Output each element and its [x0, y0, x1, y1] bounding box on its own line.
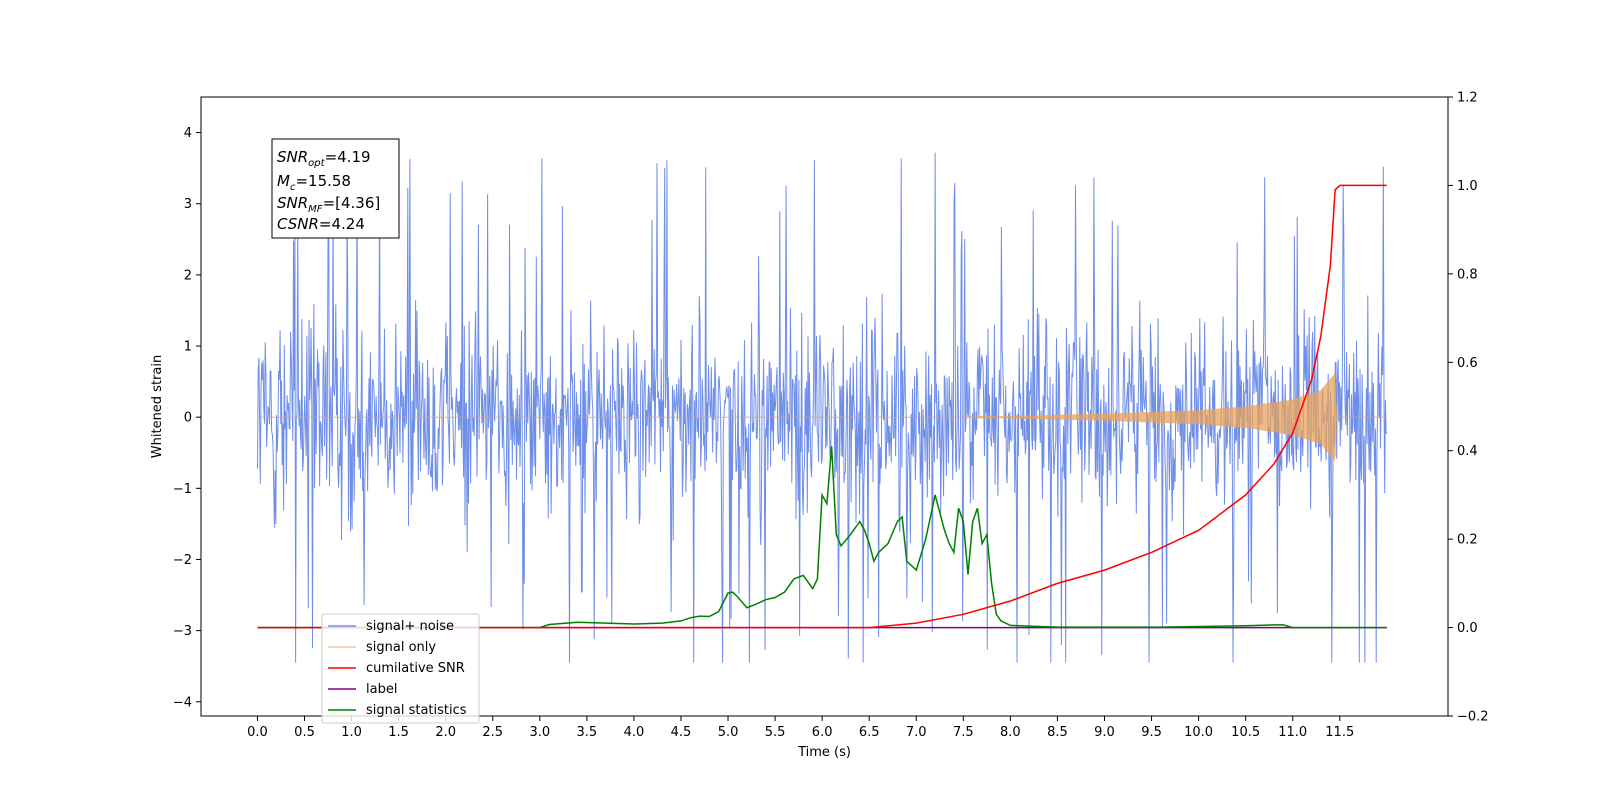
- x-tick-label: 4.5: [671, 725, 692, 740]
- y-tick-label: −2: [173, 553, 192, 568]
- y2-tick-label: 1.0: [1457, 179, 1478, 194]
- y2-tick-label: 0.0: [1457, 621, 1478, 636]
- y-tick-label: 4: [184, 126, 192, 141]
- x-tick-label: 0.0: [247, 725, 268, 740]
- x-tick-label: 7.0: [906, 725, 927, 740]
- y-tick-label: 1: [184, 340, 192, 355]
- x-tick-label: 10.5: [1231, 725, 1260, 740]
- y-tick-label: 3: [184, 197, 192, 212]
- y-tick-label: −1: [173, 482, 192, 497]
- x-tick-label: 1.5: [388, 725, 409, 740]
- x-tick-label: 3.5: [577, 725, 598, 740]
- y2-tick-label: 0.8: [1457, 267, 1478, 282]
- series-signal-only: [257, 373, 1387, 461]
- y-tick-label: 0: [184, 411, 192, 426]
- x-tick-label: 2.5: [482, 725, 503, 740]
- annotation-mc: Mc=15.58: [277, 172, 351, 193]
- x-tick-label: 6.0: [812, 725, 833, 740]
- axis-layer: 0.0 0.5 1.0 1.5 2.0 2.5 3.0 3.5 4.0 4.5 5.0 5.5 6.0 6…: [173, 91, 1489, 741]
- y-tick-label: −4: [173, 695, 192, 710]
- y2-tick-label: −0.2: [1457, 710, 1489, 725]
- x-tick-label: 2.0: [435, 725, 456, 740]
- x-axis-label: Time (s): [797, 745, 851, 760]
- series-signal-statistics: [257, 446, 1387, 629]
- series-cumulative-snr: [257, 184, 1387, 629]
- y2-tick-label: 0.2: [1457, 533, 1478, 548]
- plot-frame: [200, 96, 1449, 717]
- y-tick-label: 2: [184, 268, 192, 283]
- legend-label-signal-only: signal only: [366, 640, 436, 655]
- x-tick-label: 9.5: [1141, 725, 1162, 740]
- legend-label-signal-statistics: signal statistics: [366, 703, 467, 718]
- x-tick-label: 9.0: [1094, 725, 1115, 740]
- x-tick-label: 4.0: [624, 725, 645, 740]
- annotation-csnr: CSNR=4.24: [277, 215, 365, 233]
- annotation-snr-mf: SNRMF=[4.36]: [277, 194, 380, 215]
- x-tick-label: 7.5: [953, 725, 974, 740]
- legend-label-cumulative-snr: cumilative SNR: [366, 661, 465, 676]
- x-tick-label: 6.5: [859, 725, 880, 740]
- x-tick-label: 5.5: [765, 725, 786, 740]
- y2-tick-label: 1.2: [1457, 91, 1478, 106]
- y2-tick-label: 0.4: [1457, 444, 1478, 459]
- legend: signal+ noise signal only cumilative SNR…: [321, 613, 480, 724]
- series-layer: [257, 152, 1388, 663]
- annotation-box: SNRopt=4.19 Mc=15.58 SNRMF=[4.36] CSNR=4…: [271, 138, 400, 239]
- x-tick-label: 1.0: [341, 725, 362, 740]
- x-tick-label: 11.0: [1278, 725, 1307, 740]
- x-tick-label: 10.0: [1184, 725, 1213, 740]
- x-tick-label: 0.5: [294, 725, 315, 740]
- legend-label-label: label: [366, 682, 397, 697]
- x-tick-label: 8.0: [1000, 725, 1021, 740]
- x-tick-label: 11.5: [1325, 725, 1354, 740]
- y-axis-label: Whitened strain: [150, 355, 165, 458]
- legend-label-signal-noise: signal+ noise: [366, 619, 454, 634]
- x-tick-label: 5.0: [718, 725, 739, 740]
- x-tick-label: 3.0: [529, 725, 550, 740]
- y-tick-label: −3: [173, 624, 192, 639]
- annotation-snr-opt: SNRopt=4.19: [277, 148, 371, 169]
- y2-tick-label: 0.6: [1457, 356, 1478, 371]
- series-signal-noise: [257, 152, 1388, 663]
- x-tick-label: 8.5: [1047, 725, 1068, 740]
